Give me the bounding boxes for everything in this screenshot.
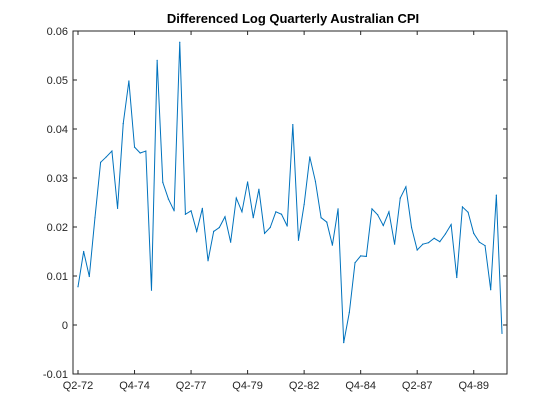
x-tick-label: Q4-74 xyxy=(119,380,150,392)
data-point xyxy=(393,243,396,245)
y-tick-label: 0 xyxy=(62,320,68,332)
series-line xyxy=(77,42,503,343)
data-point xyxy=(354,262,356,264)
data-point xyxy=(297,239,300,241)
data-point xyxy=(331,244,333,246)
data-point xyxy=(343,342,345,344)
plot-area xyxy=(73,31,507,374)
data-point xyxy=(314,180,317,183)
data-point xyxy=(179,41,181,43)
data-point xyxy=(88,275,90,278)
y-tick-label: 0.04 xyxy=(47,124,68,136)
data-point xyxy=(309,156,311,158)
data-point xyxy=(348,311,350,313)
data-point xyxy=(490,289,492,291)
y-tick-label: 0.03 xyxy=(47,173,68,185)
data-point xyxy=(213,230,215,233)
data-point xyxy=(133,146,136,148)
data-point xyxy=(467,211,469,213)
data-point xyxy=(235,197,237,199)
data-point xyxy=(280,213,283,215)
y-tick-label: 0.01 xyxy=(47,271,68,283)
data-point xyxy=(190,210,192,212)
data-point xyxy=(303,203,305,206)
data-point xyxy=(116,207,119,209)
data-point xyxy=(150,289,153,291)
data-point xyxy=(286,225,288,227)
data-point xyxy=(94,217,96,219)
data-point xyxy=(218,226,220,229)
data-point xyxy=(388,211,390,213)
data-point xyxy=(456,276,458,279)
data-point xyxy=(173,210,175,212)
data-point xyxy=(77,286,79,288)
data-point xyxy=(292,123,294,126)
data-point xyxy=(450,223,452,226)
x-tick-label: Q2-82 xyxy=(289,380,320,392)
x-tick-label: Q2-72 xyxy=(63,380,94,392)
data-point xyxy=(162,181,164,184)
data-point xyxy=(439,241,441,243)
data-point xyxy=(122,123,124,125)
data-point xyxy=(241,211,243,213)
data-point xyxy=(224,216,226,218)
data-point xyxy=(478,241,480,243)
y-tick-label: 0.02 xyxy=(47,222,68,234)
data-point xyxy=(484,245,486,247)
data-point xyxy=(100,161,102,163)
data-point xyxy=(337,208,339,210)
data-point xyxy=(269,226,271,229)
data-point xyxy=(371,208,373,210)
data-point xyxy=(252,217,254,219)
data-point xyxy=(139,152,141,154)
data-point xyxy=(360,255,362,257)
data-point xyxy=(416,249,418,251)
data-point xyxy=(382,224,384,227)
y-tick-label: 0.06 xyxy=(47,26,68,38)
data-point xyxy=(473,232,475,234)
plot-frame xyxy=(72,30,508,375)
data-point xyxy=(145,150,147,152)
chart-marks: -0.01 0 0.01 0.02 0.03 0.04 0.05 0.06 Q2-72 Q4-74… xyxy=(43,26,507,392)
data-point xyxy=(377,214,379,216)
data-point xyxy=(444,233,447,235)
data-point xyxy=(275,211,277,213)
data-point xyxy=(83,250,85,253)
data-point xyxy=(427,242,430,244)
data-point xyxy=(111,150,113,152)
data-point xyxy=(320,217,322,219)
data-point xyxy=(230,241,232,243)
x-tick-label: Q2-87 xyxy=(402,380,433,392)
x-tick-label: Q4-84 xyxy=(345,380,376,392)
data-point xyxy=(365,255,367,257)
data-point xyxy=(258,188,260,190)
data-point xyxy=(184,213,187,215)
data-point xyxy=(495,194,497,196)
data-point xyxy=(247,181,249,183)
data-point xyxy=(167,198,170,200)
data-point xyxy=(128,80,130,82)
data-point xyxy=(399,197,401,199)
chart-title: Differenced Log Quarterly Australian CPI xyxy=(167,11,419,26)
data-point xyxy=(461,206,464,208)
x-tick-label: Q4-89 xyxy=(458,380,489,392)
data-point xyxy=(263,232,266,234)
data-point xyxy=(201,207,203,209)
data-point xyxy=(501,332,503,334)
data-point xyxy=(422,243,424,245)
x-tick-label: Q2-77 xyxy=(176,380,207,392)
data-point xyxy=(410,226,413,229)
data-point xyxy=(196,230,198,233)
data-point xyxy=(156,59,158,62)
data-point xyxy=(405,186,407,188)
x-tick-label: Q4-79 xyxy=(232,380,263,392)
y-tick-label: 0.05 xyxy=(47,75,68,87)
data-point xyxy=(105,156,107,158)
data-point xyxy=(207,260,209,262)
data-point xyxy=(326,221,328,223)
data-point xyxy=(433,237,435,239)
y-tick-label: -0.01 xyxy=(43,369,68,381)
